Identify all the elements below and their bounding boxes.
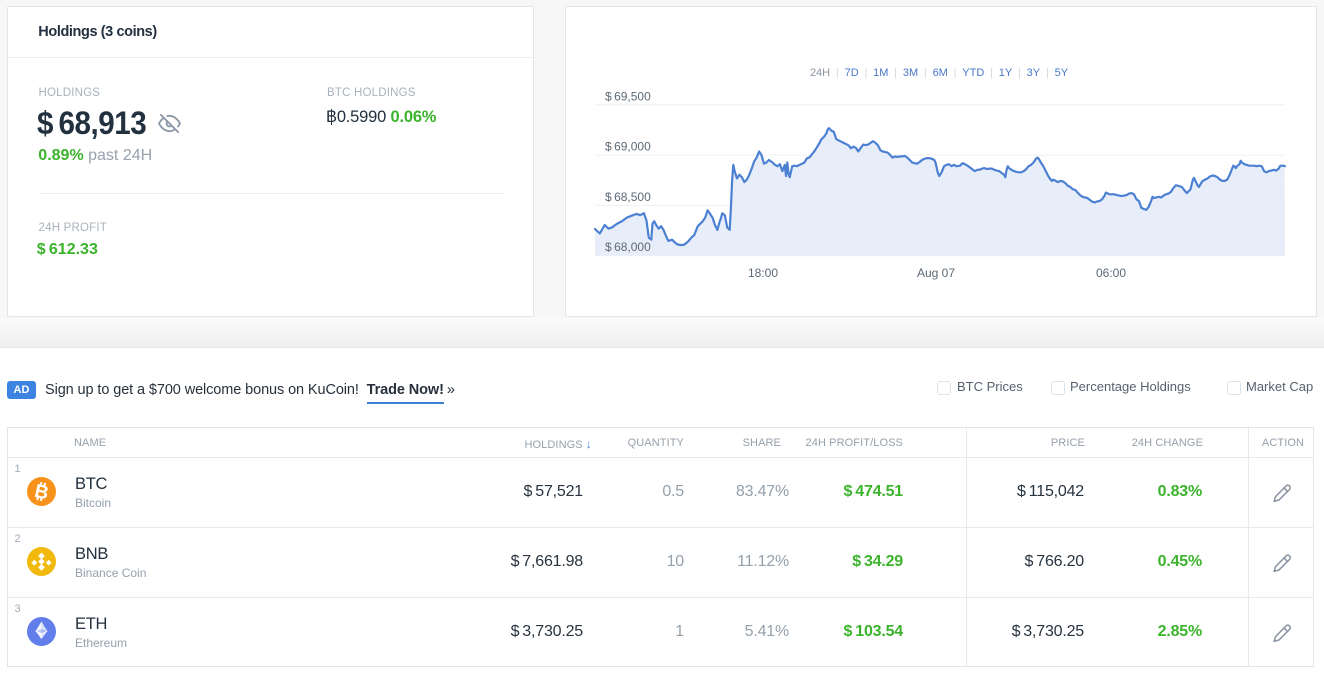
svg-text:$ 68,500: $ 68,500 (605, 190, 651, 204)
svg-text:$ 68,000: $ 68,000 (605, 240, 651, 254)
svg-text:06:00: 06:00 (1096, 266, 1126, 280)
svg-text:$ 69,500: $ 69,500 (605, 89, 651, 103)
svg-text:$ 69,000: $ 69,000 (605, 140, 651, 154)
svg-text:18:00: 18:00 (748, 266, 778, 280)
svg-text:Aug 07: Aug 07 (917, 266, 955, 280)
